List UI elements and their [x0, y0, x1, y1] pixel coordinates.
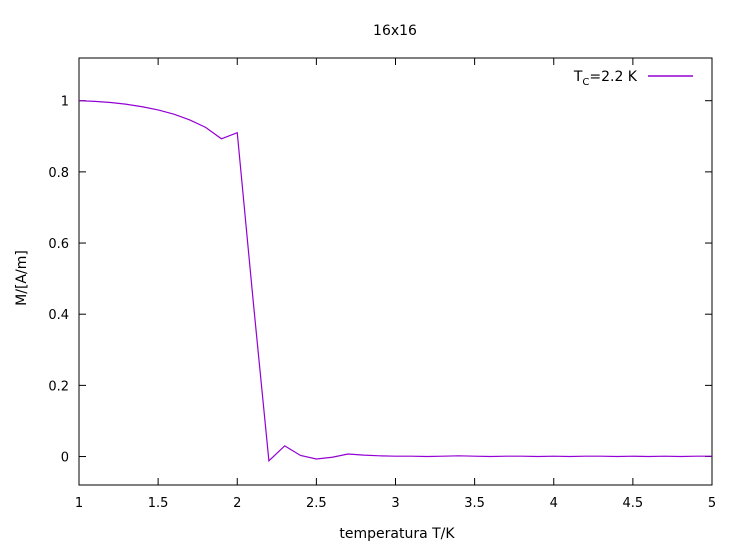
legend-label-main: T [573, 69, 583, 85]
chart-title: 16x16 [373, 23, 417, 39]
x-tick-label: 2 [233, 496, 241, 511]
x-tick-label: 3.5 [464, 496, 485, 511]
x-tick-label: 3 [391, 496, 399, 511]
x-tick-label: 1 [75, 496, 83, 511]
legend-label-rest: =2.2 K [589, 69, 637, 85]
x-tick-label: 4 [550, 496, 558, 511]
legend-label: TC=2.2 K [573, 69, 638, 88]
legend-label-subscript: C [582, 77, 589, 88]
plot-frame [78, 57, 713, 486]
x-tick-label: 1.5 [148, 496, 169, 511]
y-tick-label: 0.6 [48, 237, 69, 252]
y-axis-title: M/[A/m] [14, 250, 30, 306]
x-axis-title: temperatura T/K [339, 526, 455, 542]
y-tick-label: 1 [61, 95, 69, 110]
y-tick-label: 0.4 [48, 308, 69, 323]
y-tick-label: 0 [61, 451, 69, 466]
series-line-tc [78, 100, 712, 463]
y-tick-label: 0.2 [48, 379, 69, 394]
y-tick-label: 0.8 [48, 166, 69, 181]
x-tick-label: 5 [708, 496, 716, 511]
x-tick-label: 2.5 [306, 496, 327, 511]
x-tick-label: 4.5 [623, 496, 644, 511]
